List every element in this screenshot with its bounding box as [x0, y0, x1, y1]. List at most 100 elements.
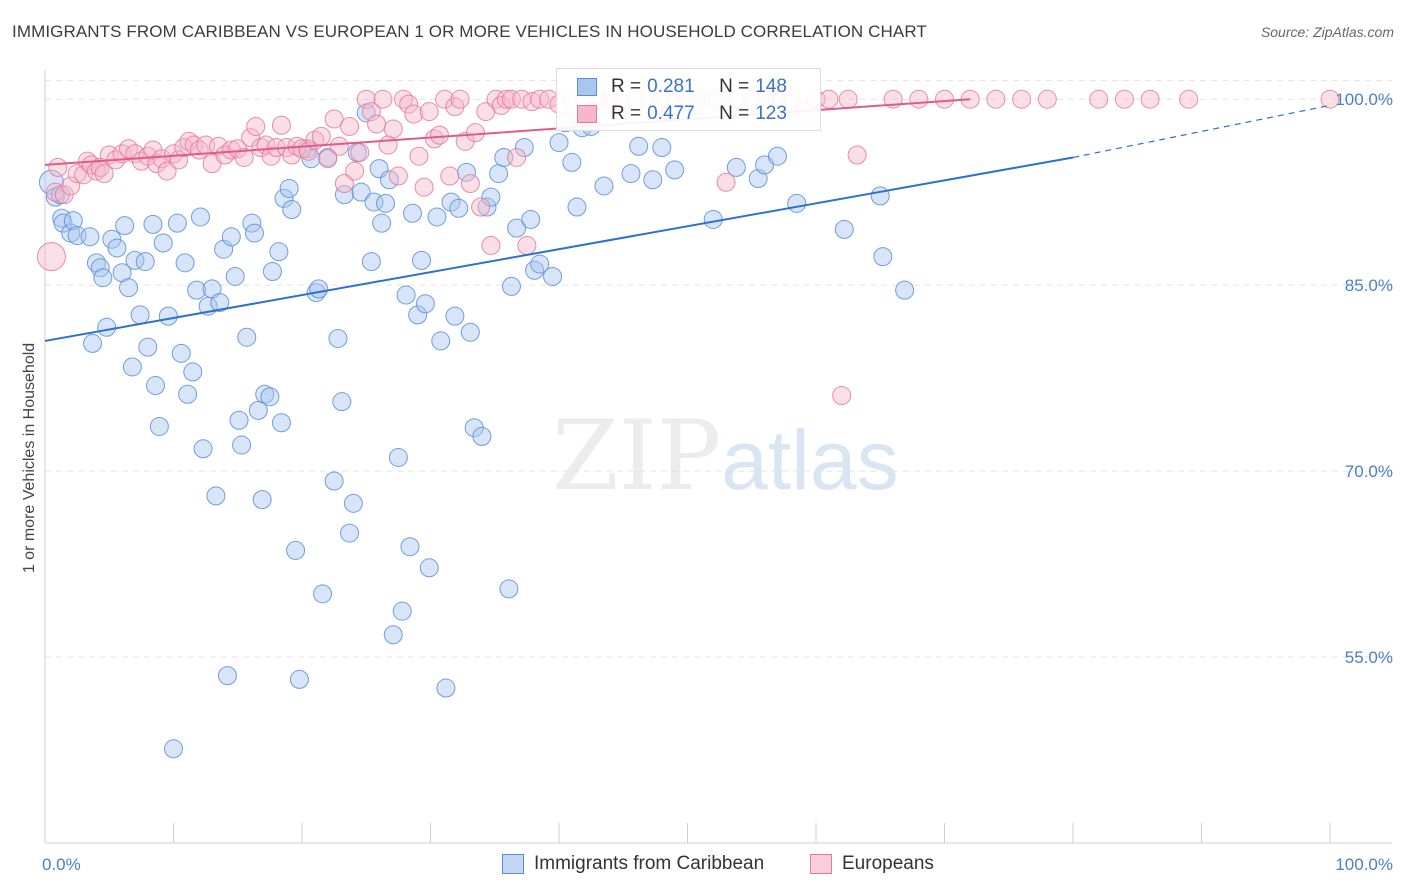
data-point: [167, 213, 187, 233]
data-point: [289, 669, 309, 689]
watermark-zip: ZIP: [552, 400, 722, 512]
data-point: [404, 104, 424, 124]
data-point: [935, 89, 954, 109]
data-point: [373, 89, 393, 109]
data-point: [125, 250, 145, 270]
data-point: [94, 164, 114, 184]
data-point: [107, 238, 127, 258]
y-tick-label: 85.0%: [1345, 276, 1393, 295]
data-point: [361, 252, 381, 272]
data-point: [210, 292, 230, 312]
data-point: [471, 197, 491, 217]
data-point: [152, 149, 172, 169]
data-point: [489, 164, 509, 184]
legend-r-value: 0.477: [647, 103, 695, 124]
data-point: [345, 161, 365, 181]
data-point: [726, 157, 746, 177]
data-point: [819, 89, 839, 109]
data-point: [130, 305, 150, 325]
data-point: [48, 157, 68, 177]
data-point: [403, 203, 423, 223]
data-point: [61, 176, 81, 196]
trendline-caribbean: [44, 156, 1074, 342]
data-point: [408, 305, 428, 325]
data-point: [986, 89, 1006, 109]
legend-swatch-pink: [577, 105, 597, 123]
data-point: [175, 253, 195, 273]
data-point: [193, 439, 213, 459]
data-point: [477, 197, 497, 217]
data-point: [378, 135, 398, 155]
data-point: [343, 493, 363, 513]
data-point: [465, 123, 485, 143]
data-point: [262, 262, 282, 282]
data-point: [716, 172, 736, 192]
data-point: [909, 89, 929, 109]
data-point: [255, 384, 275, 404]
data-point: [206, 486, 226, 506]
data-point: [847, 145, 867, 165]
bottom-legend-label: Immigrants from Caribbean: [534, 853, 765, 874]
legend-n-label: N =: [719, 103, 750, 124]
data-point: [309, 279, 329, 299]
data-point: [234, 147, 254, 167]
data-point: [621, 164, 641, 184]
data-point: [412, 250, 432, 270]
data-point: [1320, 89, 1340, 109]
data-point: [80, 227, 100, 247]
data-point: [834, 219, 854, 239]
legend-row-caribbean: R = 0.281 N = 148: [577, 75, 787, 99]
legend-r-label: R =: [611, 103, 642, 124]
data-point: [400, 537, 420, 557]
data-point: [334, 185, 354, 205]
data-point: [171, 343, 191, 363]
data-point: [138, 337, 158, 357]
data-point: [594, 176, 614, 196]
data-point: [225, 266, 245, 286]
data-point: [286, 540, 306, 560]
data-point: [787, 193, 807, 213]
data-point: [414, 177, 434, 197]
data-point: [232, 435, 252, 455]
bottom-swatch-blue: [502, 854, 524, 874]
data-point: [1012, 89, 1032, 109]
data-point: [1140, 89, 1160, 109]
data-point: [665, 160, 685, 180]
y-tick-label: 100.0%: [1335, 90, 1393, 109]
legend-r-label: R =: [611, 76, 642, 97]
bottom-legend-caribbean: Immigrants from Caribbean: [502, 852, 764, 876]
data-point: [445, 306, 465, 326]
x-tick-label-max: 100.0%: [1335, 855, 1393, 874]
data-point: [530, 254, 550, 274]
data-point: [388, 166, 408, 186]
data-point: [332, 392, 352, 412]
data-point: [356, 89, 376, 109]
data-point: [252, 490, 272, 510]
data-point: [260, 387, 280, 407]
data-point: [435, 89, 455, 109]
data-point: [460, 322, 480, 342]
data-point: [522, 92, 542, 112]
data-point: [427, 207, 447, 227]
data-point: [157, 161, 177, 181]
y-tick-label: 55.0%: [1345, 648, 1393, 667]
data-point: [652, 138, 672, 158]
data-point: [832, 385, 852, 405]
data-point: [153, 233, 173, 253]
data-point: [481, 235, 501, 255]
data-point: [629, 136, 649, 156]
data-point: [450, 89, 470, 109]
data-point: [525, 260, 545, 280]
data-point: [340, 116, 360, 136]
data-point: [415, 294, 435, 314]
data-point: [501, 89, 521, 109]
x-tick-label-min: 0.0%: [42, 855, 81, 874]
data-point: [324, 109, 344, 129]
data-point: [549, 133, 569, 153]
data-point: [164, 144, 183, 164]
stats-legend: R = 0.281 N = 148 R = 0.477 N = 123: [556, 68, 821, 131]
legend-n-value: 123: [755, 103, 787, 124]
data-point: [97, 317, 117, 337]
data-point: [149, 416, 169, 436]
data-point: [361, 102, 381, 122]
